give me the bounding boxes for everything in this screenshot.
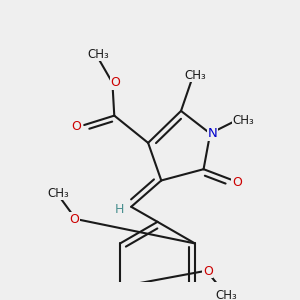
Text: O: O — [203, 265, 213, 278]
Text: CH₃: CH₃ — [47, 187, 69, 200]
Text: CH₃: CH₃ — [215, 289, 237, 300]
Text: CH₃: CH₃ — [87, 48, 109, 61]
Text: O: O — [69, 213, 79, 226]
Text: O: O — [110, 76, 120, 89]
Text: N: N — [208, 127, 217, 140]
Text: O: O — [232, 176, 242, 189]
Text: H: H — [115, 202, 124, 216]
Text: CH₃: CH₃ — [184, 69, 206, 82]
Text: O: O — [71, 120, 81, 133]
Text: CH₃: CH₃ — [233, 114, 254, 127]
